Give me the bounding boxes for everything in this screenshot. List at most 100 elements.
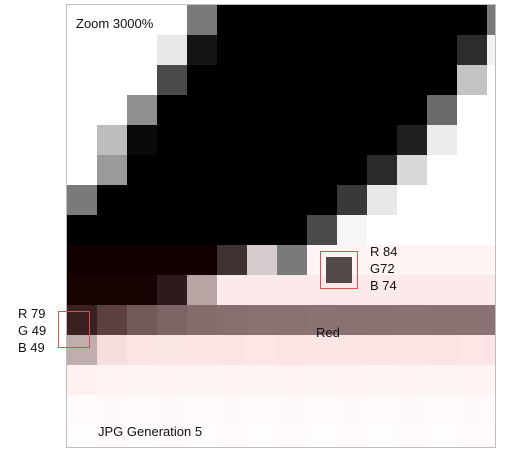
pixel-cell bbox=[157, 35, 187, 65]
pixel-cell bbox=[187, 155, 217, 185]
pixel-cell bbox=[487, 185, 495, 215]
pixel-cell bbox=[277, 35, 307, 65]
pixel-cell bbox=[127, 125, 157, 155]
pixel-cell bbox=[247, 335, 277, 365]
pixel-cell bbox=[187, 125, 217, 155]
pixel-cell bbox=[97, 305, 127, 335]
sample-swatch-right bbox=[326, 257, 352, 283]
pixel-cell bbox=[97, 215, 127, 245]
pixel-cell bbox=[127, 95, 157, 125]
pixel-cell bbox=[397, 155, 427, 185]
sample-right-b: B 74 bbox=[370, 278, 397, 293]
pixel-cell bbox=[487, 125, 495, 155]
pixel-cell bbox=[277, 95, 307, 125]
pixel-cell bbox=[307, 425, 337, 447]
pixel-cell bbox=[217, 125, 247, 155]
pixel-cell bbox=[127, 275, 157, 305]
pixel-cell bbox=[307, 305, 337, 335]
pixel-cell bbox=[427, 35, 457, 65]
pixel-cell bbox=[487, 215, 495, 245]
pixel-cell bbox=[367, 395, 397, 425]
pixel-cell bbox=[307, 65, 337, 95]
pixel-cell bbox=[127, 35, 157, 65]
pixel-cell bbox=[367, 155, 397, 185]
band-label: Red bbox=[316, 325, 340, 340]
pixel-cell bbox=[427, 125, 457, 155]
pixel-cell bbox=[337, 65, 367, 95]
pixel-cell bbox=[337, 155, 367, 185]
pixel-cell bbox=[277, 5, 307, 35]
pixel-cell bbox=[217, 335, 247, 365]
pixel-cell bbox=[187, 275, 217, 305]
pixel-cell bbox=[487, 305, 495, 335]
pixel-cell bbox=[97, 365, 127, 395]
zoom-label: Zoom 3000% bbox=[76, 16, 154, 31]
pixel-cell bbox=[67, 35, 97, 65]
sample-left-g: G 49 bbox=[18, 323, 47, 338]
pixel-cell bbox=[487, 95, 495, 125]
pixel-cell bbox=[157, 425, 187, 447]
sample-right-r: R 84 bbox=[370, 244, 398, 259]
pixel-cell bbox=[127, 215, 157, 245]
pixel-cell bbox=[337, 305, 367, 335]
pixel-cell bbox=[427, 215, 457, 245]
pixel-cell bbox=[397, 245, 427, 275]
pixel-cell bbox=[367, 305, 397, 335]
pixel-cell bbox=[307, 125, 337, 155]
pixel-cell bbox=[157, 215, 187, 245]
pixel-cell bbox=[157, 65, 187, 95]
pixel-cell bbox=[217, 155, 247, 185]
pixel-cell bbox=[247, 365, 277, 395]
pixel-cell bbox=[97, 245, 127, 275]
pixel-cell bbox=[127, 305, 157, 335]
pixel-cell bbox=[457, 125, 487, 155]
pixel-cell bbox=[157, 275, 187, 305]
pixel-cell bbox=[127, 365, 157, 395]
pixel-cell bbox=[487, 335, 495, 365]
pixel-cell bbox=[427, 245, 457, 275]
pixel-cell bbox=[217, 365, 247, 395]
pixel-cell bbox=[367, 335, 397, 365]
pixel-cell bbox=[487, 395, 495, 425]
pixel-cell bbox=[337, 35, 367, 65]
pixel-cell bbox=[97, 95, 127, 125]
sample-marker-right[interactable] bbox=[320, 251, 358, 289]
pixel-cell bbox=[127, 245, 157, 275]
pixel-cell bbox=[337, 5, 367, 35]
pixel-cell bbox=[397, 275, 427, 305]
pixel-cell bbox=[307, 395, 337, 425]
pixel-cell bbox=[247, 35, 277, 65]
pixel-cell bbox=[187, 35, 217, 65]
sample-right-g: G72 bbox=[370, 261, 395, 276]
pixel-cell bbox=[457, 215, 487, 245]
pixel-cell bbox=[247, 395, 277, 425]
pixel-cell bbox=[187, 215, 217, 245]
pixel-cell bbox=[367, 275, 397, 305]
pixel-cell bbox=[247, 215, 277, 245]
pixel-cell bbox=[397, 185, 427, 215]
pixel-cell bbox=[157, 365, 187, 395]
sample-marker-left[interactable] bbox=[58, 311, 90, 348]
pixel-cell bbox=[307, 365, 337, 395]
pixel-cell bbox=[67, 365, 97, 395]
generation-label: JPG Generation 5 bbox=[98, 424, 203, 439]
pixel-cell bbox=[367, 245, 397, 275]
pixel-cell bbox=[97, 65, 127, 95]
pixel-cell bbox=[277, 425, 307, 447]
pixel-cell bbox=[127, 185, 157, 215]
pixel-cell bbox=[307, 35, 337, 65]
pixel-cell bbox=[247, 65, 277, 95]
pixel-cell bbox=[337, 425, 367, 447]
pixel-cell bbox=[157, 125, 187, 155]
pixel-cell bbox=[217, 245, 247, 275]
pixel-cell bbox=[457, 305, 487, 335]
pixel-cell bbox=[427, 185, 457, 215]
pixel-cell bbox=[277, 395, 307, 425]
pixel-cell bbox=[337, 365, 367, 395]
pixel-cell bbox=[217, 215, 247, 245]
pixel-cell bbox=[457, 275, 487, 305]
pixel-cell bbox=[67, 95, 97, 125]
pixel-cell bbox=[247, 185, 277, 215]
pixel-cell bbox=[97, 425, 127, 447]
pixel-cell bbox=[157, 155, 187, 185]
